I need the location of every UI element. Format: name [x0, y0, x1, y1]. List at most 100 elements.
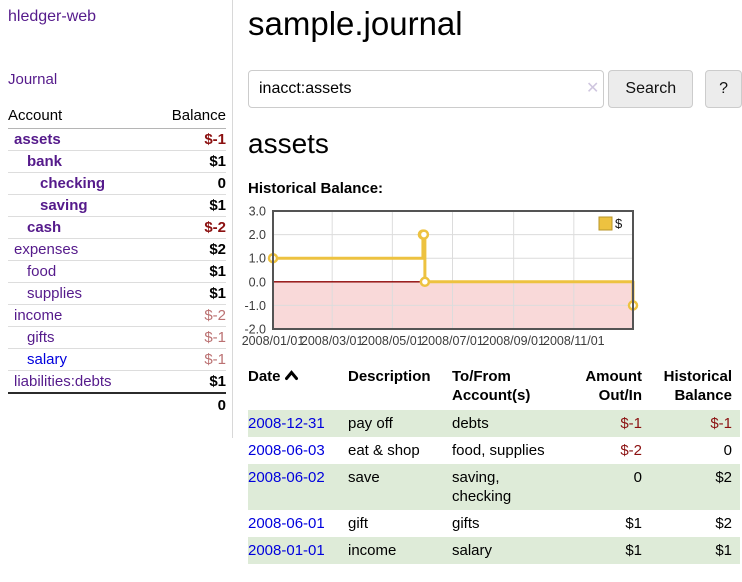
svg-text:1.0: 1.0 [249, 252, 266, 266]
clear-search-icon[interactable]: ✕ [586, 80, 600, 97]
account-column-header: Account [8, 104, 152, 129]
account-link-expenses[interactable]: expenses [14, 241, 79, 258]
transaction-date-link[interactable]: 2008-06-01 [248, 515, 325, 532]
account-name-cell: gifts [8, 326, 152, 349]
register-table-body: 2008-12-31 pay off debts $-1 $-1 2008-06-03 ea… [248, 410, 740, 564]
account-balance: $1 [151, 194, 226, 217]
amount-column-header: Amount Out/In [585, 368, 642, 404]
account-name-cell: assets [8, 128, 152, 151]
sort-ascending-icon [284, 370, 298, 380]
help-button[interactable]: ? [705, 70, 742, 108]
account-name-cell: checking [8, 172, 152, 195]
transaction-accounts: gifts [452, 515, 480, 532]
svg-text:2.0: 2.0 [249, 228, 266, 242]
transaction-date-cell: 2008-06-01 [248, 510, 348, 537]
account-link-cash[interactable]: cash [27, 219, 62, 236]
account-name-cell: salary [8, 348, 152, 371]
accounts-column-header: To/From Account(s) [452, 368, 531, 404]
svg-text:3.0: 3.0 [249, 205, 266, 219]
account-balance: $-2 [151, 304, 226, 327]
account-balance: $-1 [151, 128, 226, 151]
app-title-link[interactable]: hledger-web [8, 8, 97, 25]
transaction-balance: 0 [723, 442, 732, 459]
account-name-cell: income [8, 304, 152, 327]
account-link-food[interactable]: food [27, 263, 57, 280]
transaction-description: gift [348, 515, 369, 532]
transaction-accounts: salary [452, 542, 493, 559]
transaction-date-cell: 2008-06-02 [248, 464, 348, 510]
transaction-accounts: saving, checking [452, 469, 512, 505]
account-link-checking[interactable]: checking [40, 175, 106, 192]
sidebar-item-journal[interactable]: Journal [8, 71, 58, 88]
balance-chart: $3.0 2.0 1.0 0.0 -1.0 -2.02008/01/012008/03/0… [242, 205, 639, 348]
search-input[interactable] [248, 70, 605, 108]
account-link-supplies[interactable]: supplies [27, 285, 83, 302]
account-name-cell: supplies [8, 282, 152, 305]
accounts-total-row: 0 [8, 392, 226, 416]
account-balance: $1 [151, 282, 226, 305]
account-row: food $1 [8, 260, 226, 283]
transaction-amount: $-2 [620, 442, 642, 459]
transaction-date-cell: 2008-06-03 [248, 437, 348, 464]
accounts-table: Account Balance assets $-1 bank $1 checking 0… [8, 104, 226, 416]
page-title: sample.journal [248, 5, 463, 42]
account-link-liabilities:debts[interactable]: liabilities:debts [14, 373, 112, 390]
svg-text:-1.0: -1.0 [244, 299, 266, 313]
account-link-income[interactable]: income [14, 307, 63, 324]
search-button[interactable]: Search [608, 70, 694, 108]
account-link-gifts[interactable]: gifts [27, 329, 55, 346]
account-link-saving[interactable]: saving [40, 197, 88, 214]
account-balance: $1 [151, 370, 226, 394]
account-row: bank $1 [8, 150, 226, 173]
transaction-row: 2008-06-01 gift gifts $1 $2 [248, 510, 740, 537]
transaction-accounts: debts [452, 415, 489, 432]
svg-text:2008/01/01: 2008/01/01 [242, 334, 305, 348]
account-name-cell: expenses [8, 238, 152, 261]
balance-column-header: Balance [151, 104, 226, 129]
balance-column-header-register: Historical Balance [663, 368, 732, 404]
transaction-date-link[interactable]: 2008-06-02 [248, 469, 325, 486]
account-balance: 0 [151, 172, 226, 195]
date-column-header[interactable]: Date [248, 365, 348, 410]
transaction-date-cell: 2008-01-01 [248, 537, 348, 564]
account-name-cell: food [8, 260, 152, 283]
transaction-row: 2008-12-31 pay off debts $-1 $-1 [248, 410, 740, 437]
transaction-balance: $2 [715, 515, 732, 532]
transaction-balance: $1 [715, 542, 732, 559]
transaction-accounts: food, supplies [452, 442, 545, 459]
transaction-row: 2008-06-02 save saving, checking 0 $2 [248, 464, 740, 510]
transaction-description: income [348, 542, 397, 559]
svg-text:2008/05/01: 2008/05/01 [361, 334, 424, 348]
chart-container: $3.0 2.0 1.0 0.0 -1.0 -2.0 2008/01/01 2008/03/0… [242, 205, 742, 355]
transaction-amount: $1 [625, 515, 642, 532]
account-name-cell: cash [8, 216, 152, 239]
account-name-cell: saving [8, 194, 152, 217]
svg-text:0.0: 0.0 [249, 275, 266, 289]
account-link-assets[interactable]: assets [14, 131, 61, 148]
transaction-date-link[interactable]: 2008-01-01 [248, 542, 325, 559]
account-link-bank[interactable]: bank [27, 153, 63, 170]
transaction-amount: $1 [625, 542, 642, 559]
account-row: checking 0 [8, 172, 226, 195]
svg-text:2008/09/01: 2008/09/01 [482, 334, 545, 348]
account-balance: $-1 [151, 348, 226, 371]
account-row: saving $1 [8, 194, 226, 217]
transaction-amount: 0 [633, 469, 642, 486]
chart-title: Historical Balance: [248, 180, 384, 197]
svg-text:-2.0: -2.0 [244, 323, 266, 337]
account-row: liabilities:debts $1 [8, 370, 226, 394]
transaction-balance: $-1 [710, 415, 732, 432]
transaction-date-link[interactable]: 2008-06-03 [248, 442, 325, 459]
register-table: Date Description To/From Account(s) Amou… [248, 365, 740, 564]
account-balance: $1 [151, 150, 226, 173]
register-header-row: Date Description To/From Account(s) Amou… [248, 365, 740, 410]
account-row: salary $-1 [8, 348, 226, 371]
account-row: assets $-1 [8, 128, 226, 151]
account-balance: $-1 [151, 326, 226, 349]
account-row: income $-2 [8, 304, 226, 327]
account-link-salary[interactable]: salary [27, 351, 68, 368]
transaction-row: 2008-01-01 income salary $1 $1 [248, 537, 740, 564]
transaction-date-link[interactable]: 2008-12-31 [248, 415, 325, 432]
transaction-description: eat & shop [348, 442, 420, 459]
account-row: expenses $2 [8, 238, 226, 261]
